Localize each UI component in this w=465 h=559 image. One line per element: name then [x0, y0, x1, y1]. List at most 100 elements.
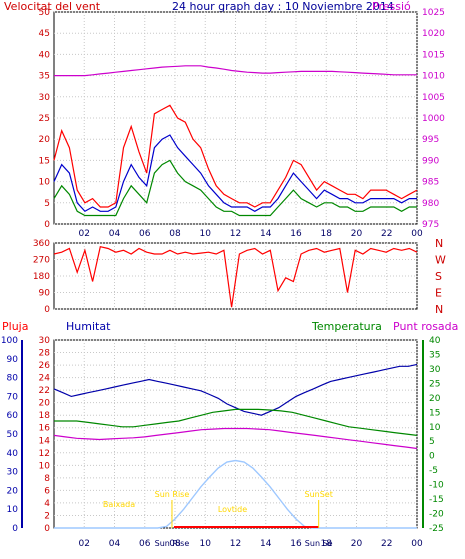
rain-y-tick: 30	[39, 336, 51, 346]
temp-x-tick: 14	[260, 539, 272, 549]
wind-y-tick: 45	[39, 29, 50, 39]
temp-y-tick: 40	[429, 336, 441, 346]
humidity-label: Humitat	[66, 320, 111, 333]
humidity-y-tick: 40	[7, 449, 19, 459]
rain-y-tick: 24	[39, 374, 51, 384]
rain-y-tick: 12	[39, 449, 50, 459]
rain-y-tick: 0	[44, 524, 50, 534]
temp-x-tick: 12	[230, 539, 241, 549]
graph-title: 24 hour graph day : 10 Noviembre 2014	[172, 0, 394, 13]
compass-tick: N	[435, 303, 443, 316]
wind-x-tick: 18	[321, 229, 333, 239]
pressure-y-tick: 975	[422, 220, 439, 230]
direction-line	[53, 245, 418, 308]
wind-y-tick: 30	[39, 93, 51, 103]
temp-x-tick: 02	[79, 539, 90, 549]
wind-gust-line	[53, 104, 418, 208]
temp-y-tick: -25	[429, 524, 444, 534]
humidity-y-tick: 50	[7, 430, 19, 440]
wind-x-tick: 14	[260, 229, 272, 239]
wind-x-tick: 08	[169, 229, 181, 239]
dewpoint-line	[53, 427, 418, 450]
wind-avg-line	[53, 134, 417, 213]
annotation-label: Baixada	[103, 500, 135, 509]
humidity-y-tick: 90	[7, 355, 19, 365]
wind-x-tick: 10	[200, 229, 212, 239]
wind-y-tick: 10	[39, 178, 51, 188]
humidity-y-tick: 100	[1, 336, 18, 346]
temp-y-tick: -15	[429, 495, 444, 505]
wind-x-tick: 20	[351, 229, 363, 239]
temp-y-tick: 5	[429, 437, 435, 447]
temp-y-tick: -5	[429, 466, 438, 476]
temp-y-tick: 35	[429, 350, 440, 360]
rain-y-tick: 10	[39, 461, 51, 471]
temp-x-tick: 18	[321, 539, 333, 549]
pressure-y-tick: 985	[422, 178, 439, 188]
temp-x-tick: 08	[169, 539, 181, 549]
wind-y-tick: 20	[39, 135, 51, 145]
pressure-y-tick: 1015	[422, 50, 445, 60]
wind-x-tick: 22	[381, 229, 392, 239]
direction-y-tick: 180	[33, 272, 50, 282]
rain-y-tick: 28	[39, 349, 51, 359]
temp-y-tick: 20	[429, 394, 441, 404]
temp-x-tick: 00	[411, 539, 423, 549]
wind-y-tick: 0	[44, 220, 50, 230]
humidity-y-tick: 30	[7, 468, 19, 478]
temp-x-tick: 06	[139, 539, 151, 549]
wind-x-tick: 00	[411, 229, 423, 239]
pressure-y-tick: 1025	[422, 8, 445, 18]
compass-tick: W	[435, 254, 446, 267]
wind-x-tick: 04	[109, 229, 121, 239]
wind-low-line	[53, 159, 417, 217]
temp-y-tick: -10	[429, 481, 444, 491]
rain-y-tick: 4	[44, 499, 50, 509]
temp-x-tick: 04	[109, 539, 121, 549]
temp-x-tick: 22	[381, 539, 392, 549]
temp-y-tick: 30	[429, 365, 441, 375]
dewpoint-label: Punt rosada	[393, 320, 458, 333]
direction-y-tick: 0	[44, 305, 50, 315]
temp-label: Temperatura	[311, 320, 382, 333]
temp-y-tick: 10	[429, 423, 441, 433]
direction-y-tick: 90	[39, 289, 51, 299]
wind-x-tick: 12	[230, 229, 241, 239]
compass-tick: S	[435, 270, 442, 283]
humidity-y-tick: 70	[7, 392, 19, 402]
compass-tick: E	[435, 287, 442, 300]
temp-x-tick: 10	[200, 539, 212, 549]
humidity-y-tick: 20	[7, 486, 19, 496]
rain-y-tick: 8	[44, 474, 50, 484]
rain-y-tick: 18	[39, 411, 51, 421]
rain-y-tick: 20	[39, 399, 51, 409]
temp-x-tick: 20	[351, 539, 363, 549]
temp-line	[54, 408, 418, 436]
direction-y-tick: 360	[33, 239, 50, 249]
temp-y-tick: -20	[429, 510, 444, 520]
pressure-y-tick: 1005	[422, 93, 445, 103]
rain-y-tick: 14	[39, 436, 51, 446]
pressure-y-tick: 990	[422, 156, 439, 166]
temp-x-tick: 16	[290, 539, 302, 549]
wind-x-tick: 06	[139, 229, 151, 239]
temp-y-tick: 0	[429, 452, 435, 462]
compass-tick: N	[435, 237, 443, 250]
wind-y-tick: 35	[39, 72, 50, 82]
pressure-y-tick: 1000	[422, 114, 445, 124]
sunset-label: Sun Se	[305, 539, 333, 548]
pressure-line	[54, 65, 417, 77]
pressure-y-tick: 980	[422, 199, 439, 209]
pressure-y-tick: 1020	[422, 29, 445, 39]
humidity-y-tick: 0	[12, 524, 18, 534]
humidity-line	[53, 363, 418, 416]
wind-y-tick: 15	[39, 156, 50, 166]
left-title: Velocitat del vent	[4, 0, 101, 13]
wind-x-tick: 02	[79, 229, 90, 239]
wind-y-tick: 5	[44, 199, 50, 209]
direction-y-tick: 270	[33, 256, 50, 266]
rain-y-tick: 2	[44, 511, 50, 521]
sunrise-label: Sun Rise	[155, 539, 190, 548]
